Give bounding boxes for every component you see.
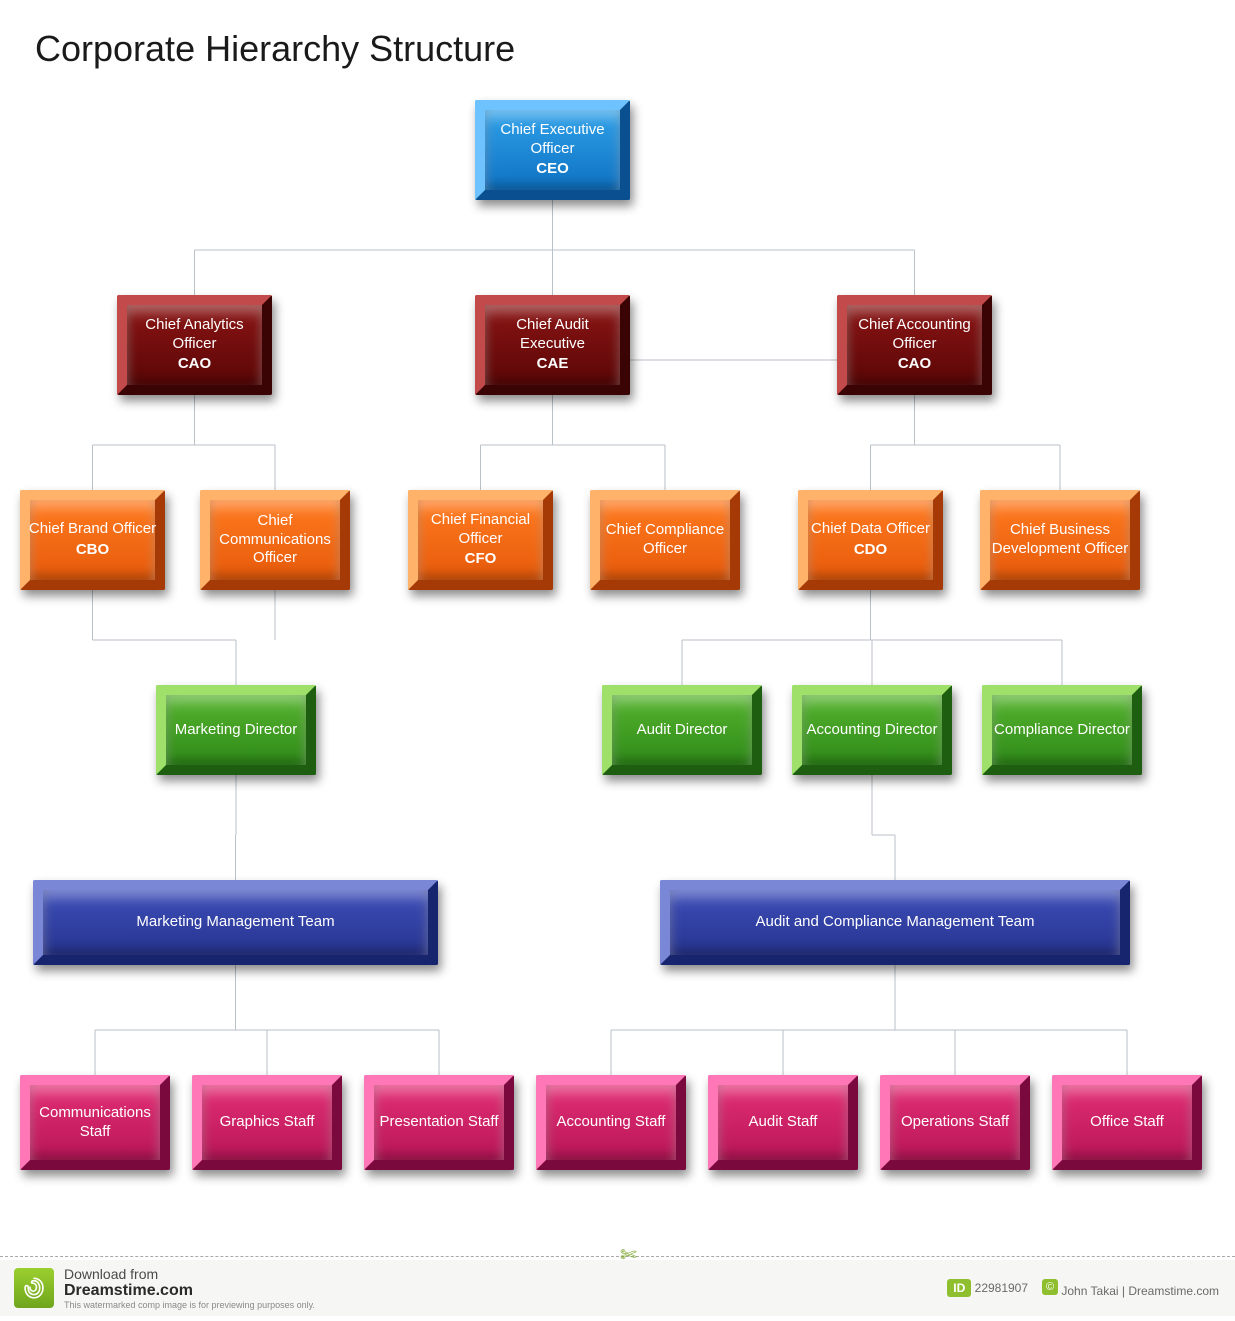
page-title: Corporate Hierarchy Structure — [35, 28, 515, 70]
org-node-title: Audit Director — [637, 721, 728, 740]
footer-line2: Dreamstime.com — [64, 1282, 315, 1300]
org-node-ceo: Chief Executive OfficerCEO — [475, 100, 630, 200]
org-node-cdir: Compliance Director — [982, 685, 1142, 775]
org-node-title: Chief Communications Officer — [208, 512, 342, 568]
org-node-title: Graphics Staff — [220, 1113, 315, 1132]
org-node-title: Accounting Director — [807, 721, 938, 740]
org-node-title: Chief Accounting Officer — [845, 316, 984, 354]
org-node-s2: Graphics Staff — [192, 1075, 342, 1170]
org-node-cbo: Chief Brand Officer CBO — [20, 490, 165, 590]
org-node-cao1: Chief Analytics OfficerCAO — [117, 295, 272, 395]
org-node-cbdo: Chief Business Development Officer — [980, 490, 1140, 590]
org-node-title: Chief Data Officer — [811, 520, 930, 539]
org-node-title: Audit Staff — [749, 1113, 818, 1132]
copyright-icon — [1042, 1279, 1058, 1295]
org-node-title: Chief Compliance Officer — [598, 521, 732, 559]
image-id: 22981907 — [975, 1281, 1028, 1295]
org-node-s6: Operations Staff — [880, 1075, 1030, 1170]
footer-bar: Download from Dreamstime.com This waterm… — [0, 1260, 1235, 1316]
org-node-acronym: CAE — [537, 355, 569, 374]
org-node-acronym: CDO — [854, 541, 887, 560]
org-node-title: Chief Financial Officer — [416, 511, 545, 549]
id-badge: ID — [947, 1279, 971, 1297]
org-node-title: Compliance Director — [994, 721, 1130, 740]
org-node-title: Chief Executive Officer — [483, 121, 622, 159]
org-node-title: Audit and Compliance Management Team — [755, 913, 1034, 932]
dreamstime-logo-icon — [14, 1268, 54, 1308]
footer-line1: Download from — [64, 1266, 315, 1282]
org-node-title: Accounting Staff — [557, 1113, 666, 1132]
org-node-title: Marketing Director — [175, 721, 298, 740]
org-node-cco: Chief Communications Officer — [200, 490, 350, 590]
org-node-ccomp: Chief Compliance Officer — [590, 490, 740, 590]
org-node-cae: Chief Audit ExecutiveCAE — [475, 295, 630, 395]
org-node-cdo: Chief Data Officer CDO — [798, 490, 943, 590]
org-node-s3: Presentation Staff — [364, 1075, 514, 1170]
page: Corporate Hierarchy Structure Chief Exec… — [0, 0, 1235, 1321]
org-node-mteam: Marketing Management Team — [33, 880, 438, 965]
org-node-acronym: CBO — [76, 541, 109, 560]
org-node-title: Presentation Staff — [380, 1113, 499, 1132]
org-node-ateam: Audit and Compliance Management Team — [660, 880, 1130, 965]
org-node-title: Marketing Management Team — [136, 913, 334, 932]
org-node-s4: Accounting Staff — [536, 1075, 686, 1170]
org-node-title: Chief Analytics Officer — [125, 316, 264, 354]
footer-disclaimer: This watermarked comp image is for previ… — [64, 1300, 315, 1310]
footer-separator — [0, 1256, 1235, 1257]
org-node-title: Operations Staff — [901, 1113, 1009, 1132]
org-node-title: Chief Audit Executive — [483, 316, 622, 354]
org-node-title: Chief Business Development Officer — [988, 521, 1132, 559]
org-node-acronym: CFO — [465, 550, 497, 569]
org-node-title: Office Staff — [1090, 1113, 1164, 1132]
author-credit: John Takai | Dreamstime.com — [1061, 1284, 1219, 1298]
org-node-adir: Audit Director — [602, 685, 762, 775]
org-node-s5: Audit Staff — [708, 1075, 858, 1170]
org-node-title: Chief Brand Officer — [29, 520, 156, 539]
org-node-acronym: CEO — [536, 160, 569, 179]
org-node-acronym: CAO — [178, 355, 211, 374]
org-node-title: Communications Staff — [28, 1104, 162, 1142]
org-node-acdir: Accounting Director — [792, 685, 952, 775]
org-node-s1: Communications Staff — [20, 1075, 170, 1170]
org-node-mdir: Marketing Director — [156, 685, 316, 775]
footer-download-text: Download from Dreamstime.com This waterm… — [64, 1266, 315, 1310]
org-node-cao2: Chief Accounting OfficerCAO — [837, 295, 992, 395]
org-node-acronym: CAO — [898, 355, 931, 374]
org-node-s7: Office Staff — [1052, 1075, 1202, 1170]
org-node-cfo: Chief Financial OfficerCFO — [408, 490, 553, 590]
